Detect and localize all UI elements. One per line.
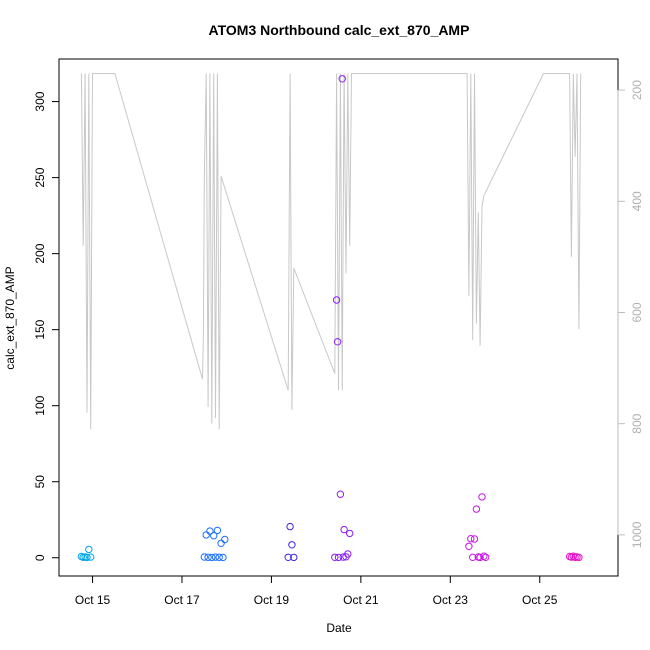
data-point-s0-5 — [87, 553, 95, 561]
data-point-s4-7 — [478, 493, 486, 501]
data-point-s4-1 — [467, 535, 475, 543]
chart-title: ATOM3 Northbound calc_ext_870_AMP — [209, 22, 470, 38]
x-axis: Oct 15 Oct 17 Oct 19 Oct 21 Oct 23 Oct 25 — [75, 575, 558, 607]
y2-tick-label: 400 — [630, 191, 644, 211]
y-tick-label: 250 — [33, 167, 47, 187]
y2-tick-label: 800 — [630, 413, 644, 433]
data-point-s2-3 — [290, 553, 298, 562]
y2-tick-label: 600 — [630, 302, 644, 322]
data-point-s4-6 — [476, 553, 484, 562]
data-point-s1-0 — [200, 553, 209, 561]
x-tick-label: Oct 25 — [522, 593, 558, 607]
x-axis-label: Date — [326, 621, 352, 635]
data-point-s1-2 — [204, 553, 212, 561]
data-point-s3-7 — [340, 525, 348, 534]
x-tick-label: Oct 23 — [433, 593, 469, 607]
y-tick-label: 0 — [33, 554, 47, 561]
data-point-s0-4 — [85, 545, 93, 554]
data-point-s0-3 — [83, 553, 91, 562]
data-point-s1-4 — [208, 553, 216, 562]
points-layer — [77, 75, 583, 562]
y-tick-label: 100 — [33, 395, 47, 415]
y2-tick-label: 1000 — [630, 521, 644, 548]
data-point-s4-8 — [480, 552, 488, 560]
y-tick-label: 300 — [33, 91, 47, 111]
data-point-s3-10 — [346, 529, 354, 538]
y-tick-label: 200 — [33, 243, 47, 263]
data-point-s1-1 — [202, 531, 210, 539]
data-point-s2-0 — [284, 553, 292, 561]
data-point-s3-3 — [334, 553, 343, 562]
y-axis-label: calc_ext_870_AMP — [3, 266, 17, 369]
data-point-s3-4 — [336, 490, 345, 498]
x-tick-label: Oct 21 — [343, 593, 379, 607]
data-point-s1-8 — [215, 553, 223, 561]
y-tick-label: 150 — [33, 319, 47, 339]
data-point-s1-7 — [213, 526, 222, 535]
data-point-s5-2 — [569, 552, 577, 560]
data-point-s4-2 — [469, 553, 477, 561]
data-point-s3-9 — [344, 550, 352, 558]
data-point-s4-3 — [470, 535, 479, 543]
data-point-s3-5 — [338, 75, 346, 83]
y-axis: 0 50 100 150 200 250 300 — [33, 91, 60, 561]
data-point-s4-9 — [482, 553, 490, 561]
data-point-s3-1 — [332, 296, 341, 304]
x-tick-label: Oct 17 — [164, 593, 200, 607]
data-point-s4-0 — [465, 542, 473, 550]
data-point-s1-9 — [217, 539, 225, 547]
x-tick-label: Oct 19 — [254, 593, 290, 607]
y-tick-label: 50 — [33, 475, 47, 489]
y2-tick-label: 200 — [630, 80, 644, 100]
x-tick-label: Oct 15 — [75, 593, 111, 607]
data-point-s2-1 — [286, 522, 294, 531]
data-point-s2-2 — [288, 541, 296, 549]
secondary-y-axis: 200 400 600 800 1000 — [617, 80, 644, 548]
secondary-line-layer — [80, 73, 582, 430]
data-point-s3-0 — [331, 553, 339, 561]
data-point-s1-5 — [210, 532, 218, 540]
data-point-s4-4 — [472, 505, 481, 513]
data-point-s1-11 — [221, 535, 229, 544]
data-point-s1-10 — [219, 553, 227, 562]
data-point-s3-2 — [333, 338, 342, 346]
data-point-s1-6 — [211, 553, 220, 561]
data-point-s1-3 — [206, 527, 214, 535]
secondary-series-line — [80, 73, 582, 430]
data-point-s5-5 — [575, 553, 583, 562]
